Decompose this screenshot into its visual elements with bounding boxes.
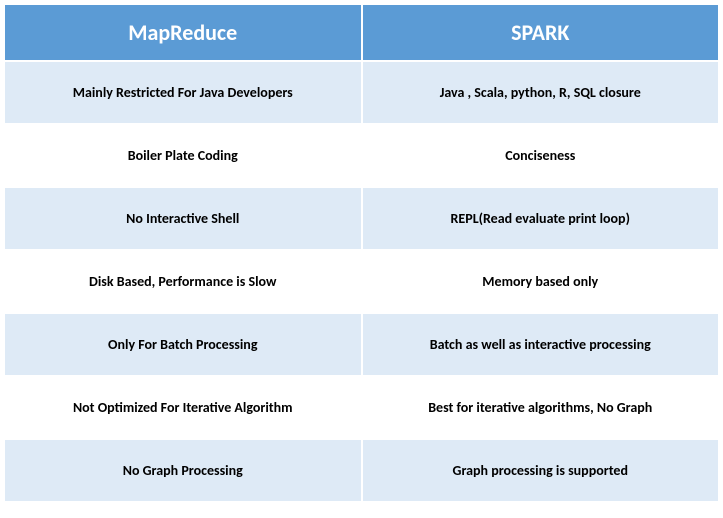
cell-left: No Graph Processing (4, 439, 362, 502)
header-cell-mapreduce: MapReduce (4, 4, 362, 61)
cell-right: REPL(Read evaluate print loop) (362, 187, 720, 250)
cell-left: Boiler Plate Coding (4, 124, 362, 187)
table-row: No Interactive Shell REPL(Read evaluate … (4, 187, 719, 250)
table-row: Mainly Restricted For Java Developers Ja… (4, 61, 719, 124)
cell-left: Not Optimized For Iterative Algorithm (4, 376, 362, 439)
cell-right: Best for iterative algorithms, No Graph (362, 376, 720, 439)
cell-left: Only For Batch Processing (4, 313, 362, 376)
header-cell-spark: SPARK (362, 4, 720, 61)
cell-right: Memory based only (362, 250, 720, 313)
table-row: No Graph Processing Graph processing is … (4, 439, 719, 502)
cell-right: Batch as well as interactive processing (362, 313, 720, 376)
cell-left: Disk Based, Performance is Slow (4, 250, 362, 313)
cell-left: No Interactive Shell (4, 187, 362, 250)
table-row: Not Optimized For Iterative Algorithm Be… (4, 376, 719, 439)
table-row: Only For Batch Processing Batch as well … (4, 313, 719, 376)
table-header-row: MapReduce SPARK (4, 4, 719, 61)
table-row: Disk Based, Performance is Slow Memory b… (4, 250, 719, 313)
cell-right: Graph processing is supported (362, 439, 720, 502)
cell-left: Mainly Restricted For Java Developers (4, 61, 362, 124)
table-row: Boiler Plate Coding Conciseness (4, 124, 719, 187)
comparison-table: MapReduce SPARK Mainly Restricted For Ja… (4, 4, 719, 502)
cell-right: Java , Scala, python, R, SQL closure (362, 61, 720, 124)
cell-right: Conciseness (362, 124, 720, 187)
